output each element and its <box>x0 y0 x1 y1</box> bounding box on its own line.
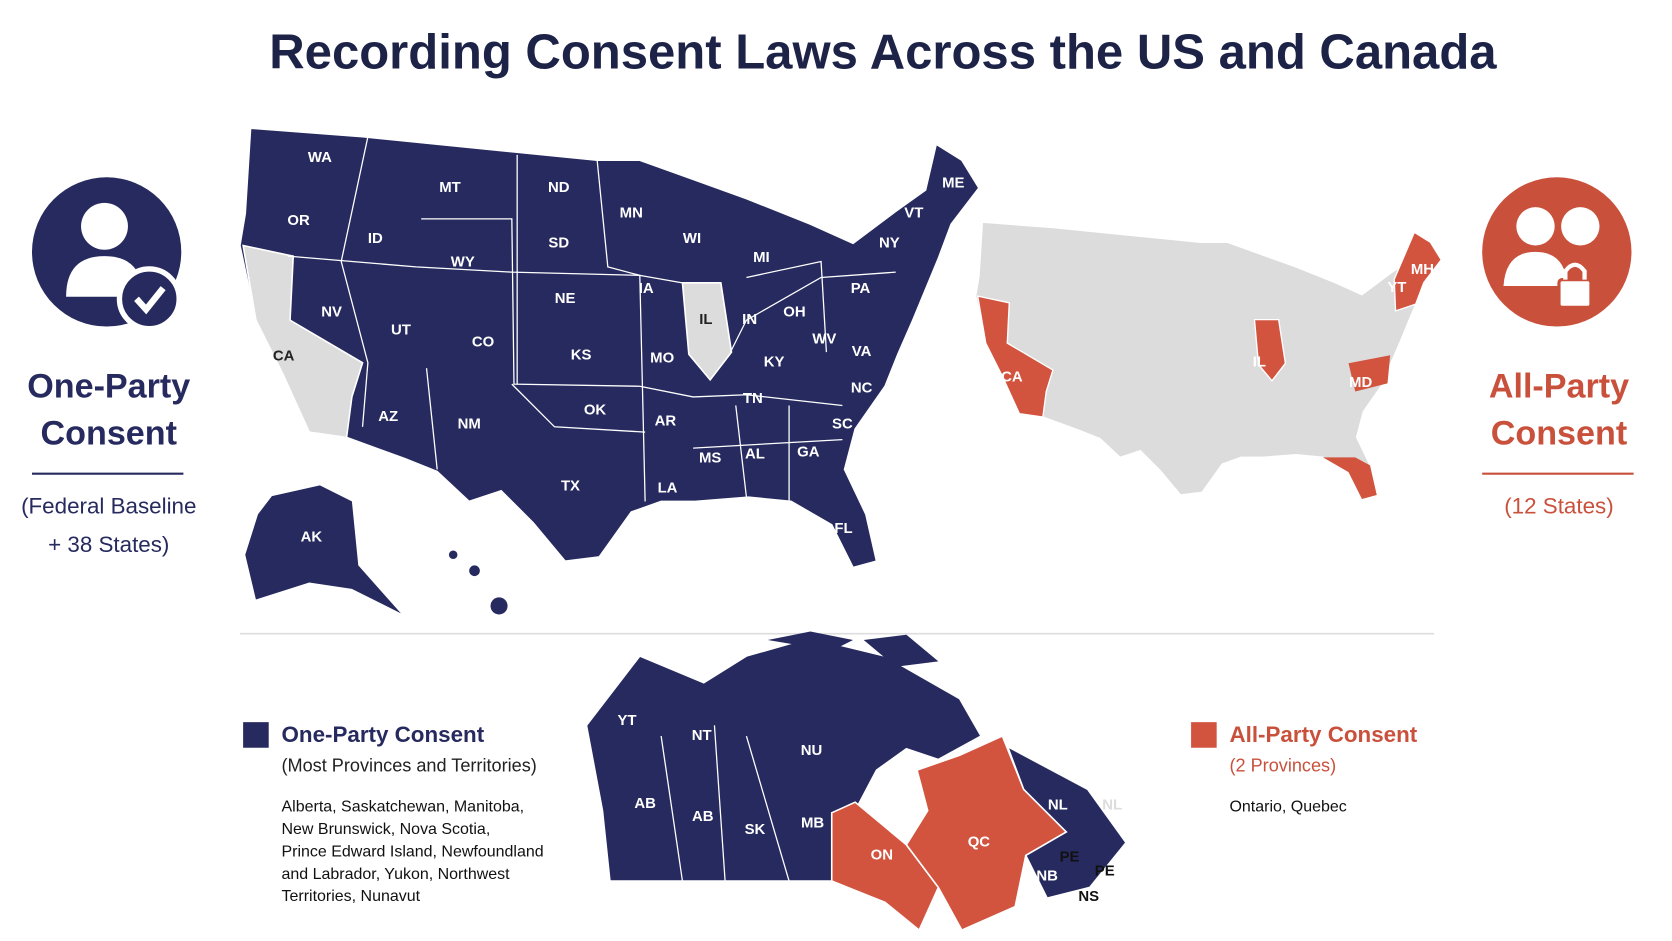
state-label: MT <box>439 179 461 196</box>
state-label: SC <box>832 416 853 433</box>
state-label: KS <box>571 346 592 363</box>
state-label: LA <box>658 480 678 497</box>
province-label: NT <box>692 727 712 744</box>
state-label: IN <box>742 311 757 328</box>
one-party-icon <box>31 177 182 332</box>
province-label: PE <box>1095 862 1115 879</box>
us-all-party-map <box>975 221 1443 500</box>
province-label: PE <box>1060 849 1080 866</box>
state-label: OR <box>287 212 310 229</box>
state-label: ME <box>942 175 964 192</box>
panel-heading: Consent <box>1491 414 1627 452</box>
state-label: GA <box>797 443 820 460</box>
state-label: SD <box>548 234 569 251</box>
panel-heading: One-Party <box>27 367 190 405</box>
province-label: NU <box>801 742 823 759</box>
province-label: ON <box>871 846 893 863</box>
panel-note: (Federal Baseline <box>21 494 196 519</box>
state-label: IL <box>699 311 712 328</box>
legend-list: Territories, Nunavut <box>282 888 421 905</box>
state-label: ID <box>368 230 383 247</box>
state-label: ND <box>548 179 570 196</box>
state-label: AZ <box>378 408 398 425</box>
state-label: FL <box>834 520 852 537</box>
state-label: CA <box>1001 369 1023 386</box>
legend-swatch <box>1191 722 1217 748</box>
panel-heading: All-Party <box>1489 367 1629 405</box>
state-label: CO <box>472 333 494 350</box>
legend-subtitle: (2 Provinces) <box>1229 756 1336 776</box>
state-label: VA <box>852 343 872 360</box>
province-label: NS <box>1078 888 1099 905</box>
legend-list: Ontario, Quebec <box>1229 799 1346 816</box>
state-label: WY <box>451 254 475 271</box>
state-label: MD <box>1349 374 1372 391</box>
legend-list: and Labrador, Yukon, Northwest <box>282 866 511 883</box>
state-label: VT <box>904 204 923 221</box>
panel-note: (12 States) <box>1504 494 1613 519</box>
panel-note: + 38 States) <box>48 532 169 557</box>
state-label: MN <box>620 204 643 221</box>
state-label: MS <box>699 450 721 467</box>
province-label: AB <box>692 808 714 825</box>
state-label: OK <box>584 402 607 419</box>
state-label: WI <box>683 230 701 247</box>
state-label: CA <box>273 347 295 364</box>
state-label: OH <box>783 304 805 321</box>
state-label: IL <box>1253 354 1266 371</box>
state-label: NE <box>555 290 576 307</box>
province-label: SK <box>745 821 766 838</box>
state-label: AR <box>655 412 677 429</box>
title: Recording Consent Laws Across the US and… <box>269 26 1497 80</box>
state-label: NY <box>879 234 900 251</box>
legend-title: One-Party Consent <box>282 722 485 747</box>
state-label: AL <box>745 445 765 462</box>
state-label: TX <box>561 477 580 494</box>
state-label: NC <box>851 379 873 396</box>
state-label: IA <box>639 280 654 297</box>
legend-list: Alberta, Saskatchewan, Manitoba, <box>282 799 525 816</box>
state-label: WV <box>812 330 836 347</box>
legend-subtitle: (Most Provinces and Territories) <box>282 756 537 776</box>
province-label: NL <box>1102 796 1122 813</box>
province-label: NB <box>1036 868 1058 885</box>
legend-list: Prince Edward Island, Newfoundland <box>282 843 544 860</box>
state-label: MI <box>753 249 770 266</box>
state-label: MH <box>1411 261 1434 278</box>
legend-list: New Brunswick, Nova Scotia, <box>282 821 491 838</box>
state-label: WA <box>308 149 332 166</box>
state-label: NV <box>321 304 342 321</box>
state-label: NM <box>458 416 481 433</box>
state-label: UT <box>391 322 411 339</box>
legend-title: All-Party Consent <box>1229 722 1417 747</box>
all-party-icon <box>1482 177 1632 327</box>
province-label: AB <box>634 795 656 812</box>
state-label: TN <box>743 390 763 407</box>
state-label: AK <box>301 529 323 546</box>
state-label: KY <box>764 354 785 371</box>
panel-heading: Consent <box>41 414 177 452</box>
state-label: PA <box>851 280 871 297</box>
province-label: YT <box>617 712 636 729</box>
province-label: NL <box>1048 796 1068 813</box>
state-label: FL <box>1345 501 1363 518</box>
province-label: MB <box>801 814 824 831</box>
state-label: MO <box>650 349 674 366</box>
province-label: QC <box>968 834 991 851</box>
legend-swatch <box>243 722 269 748</box>
state-label: YT <box>1387 279 1406 296</box>
